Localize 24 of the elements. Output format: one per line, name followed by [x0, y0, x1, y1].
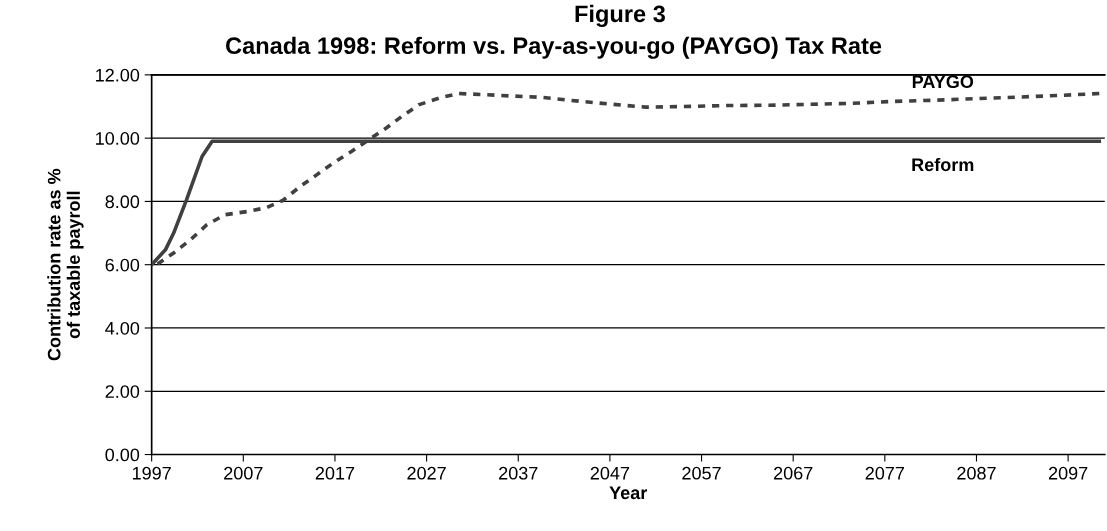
- y-tick-label: 12.00: [96, 68, 140, 82]
- x-tick-label: 2087: [957, 466, 996, 480]
- x-tick-label: 2037: [499, 466, 538, 480]
- x-tick-label: 2057: [682, 466, 721, 480]
- y-tick-label: 6.00: [105, 258, 140, 272]
- x-tick-label: 2097: [1048, 466, 1088, 480]
- series-label: Reform: [912, 157, 974, 172]
- y-tick-label: 10.00: [96, 132, 140, 145]
- y-tick-label: 8.00: [105, 195, 140, 209]
- chart-title: Figure 3: [575, 4, 665, 27]
- y-tick-label: 0.00: [105, 448, 140, 462]
- x-tick-label: 2007: [224, 466, 263, 480]
- x-tick-label: 1997: [132, 466, 171, 480]
- y-tick-label: 2.00: [105, 385, 140, 398]
- x-axis-title: Year: [609, 486, 648, 500]
- chart-subtitle: Canada 1998: Reform vs. Pay-as-you-go (PAYGO) Tax Rate: [226, 36, 882, 59]
- x-tick-label: 2017: [315, 466, 355, 480]
- x-tick-label: 2067: [774, 466, 813, 480]
- x-tick-label: 2047: [590, 466, 630, 480]
- series-label: PAYGO: [912, 75, 974, 89]
- y-tick-label: 4.00: [105, 321, 140, 335]
- x-tick-label: 2077: [865, 466, 905, 480]
- x-tick-label: 2027: [407, 466, 446, 480]
- y-axis-title: Contribution rate as % of taxable payroll: [47, 168, 84, 361]
